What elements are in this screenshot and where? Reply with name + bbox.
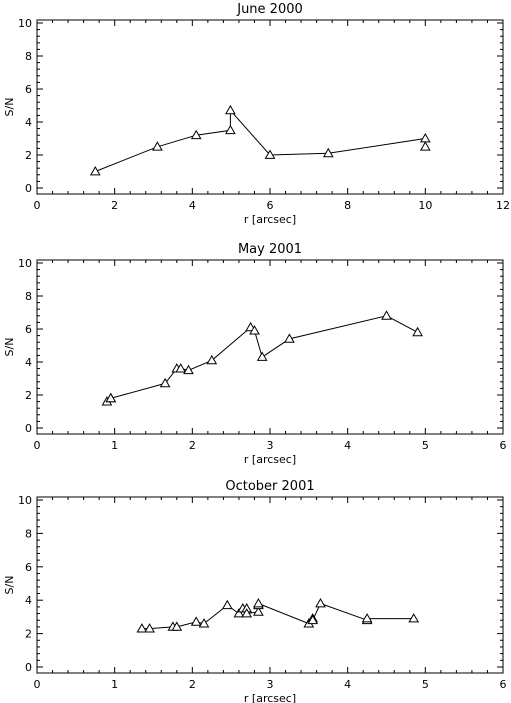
x-tick-label: 6 bbox=[500, 439, 507, 452]
data-point bbox=[408, 613, 420, 623]
data-point bbox=[206, 354, 218, 365]
data-point bbox=[221, 599, 233, 610]
y-tick-label: 6 bbox=[25, 323, 32, 336]
data-point bbox=[105, 392, 117, 403]
data-point bbox=[322, 147, 334, 158]
y-tick-label: 2 bbox=[25, 149, 32, 162]
y-tick-label: 4 bbox=[25, 356, 32, 369]
y-tick-label: 8 bbox=[25, 50, 32, 63]
chart-title: May 2001 bbox=[238, 242, 302, 257]
y-tick-label: 6 bbox=[25, 83, 32, 96]
data-point bbox=[284, 333, 295, 343]
y-tick-label: 0 bbox=[25, 422, 32, 435]
x-tick-label: 0 bbox=[34, 439, 41, 452]
x-tick-label: 2 bbox=[189, 439, 196, 452]
data-point bbox=[171, 621, 183, 631]
chart-title: October 2001 bbox=[225, 479, 314, 494]
y-axis-label: S/N bbox=[3, 576, 16, 595]
x-tick-label: 0 bbox=[34, 678, 41, 691]
data-point bbox=[159, 377, 171, 388]
data-point bbox=[89, 165, 101, 176]
data-point bbox=[412, 326, 423, 337]
y-tick-label: 4 bbox=[25, 594, 32, 607]
series-line bbox=[141, 602, 414, 630]
plot-frame bbox=[36, 496, 504, 674]
x-tick-label: 2 bbox=[111, 199, 118, 212]
x-axis-label: r [arcsec] bbox=[244, 213, 296, 226]
data-point bbox=[183, 364, 194, 375]
x-axis-label: r [arcsec] bbox=[244, 453, 296, 466]
chart-panel-3: October 2001 0 1 2 3 4 5 6 0 2 4 6 8 10 r [arcsec] S/N bbox=[3, 479, 507, 703]
x-tick-label: 5 bbox=[422, 439, 429, 452]
chart-panel-1: June 2000 0 2 4 6 8 10 12 0 2 4 6 8 10 r [arcsec] S/N bbox=[3, 2, 510, 226]
chart-panel-2: May 2001 0 1 2 3 4 5 6 0 2 4 6 8 10 r [arcsec] S/N bbox=[3, 242, 507, 466]
data-point bbox=[136, 623, 148, 633]
plot-frame bbox=[36, 259, 504, 435]
x-tick-label: 1 bbox=[111, 439, 118, 452]
x-tick-label: 1 bbox=[111, 678, 118, 691]
data-point bbox=[225, 104, 236, 115]
data-point bbox=[175, 363, 187, 373]
data-point bbox=[307, 614, 319, 625]
data-point bbox=[419, 141, 431, 151]
y-axis-label: S/N bbox=[3, 338, 16, 357]
y-tick-label: 10 bbox=[18, 17, 32, 30]
y-tick-label: 8 bbox=[25, 527, 32, 540]
x-tick-label: 8 bbox=[344, 199, 351, 212]
data-point bbox=[315, 597, 326, 608]
x-tick-label: 4 bbox=[344, 439, 351, 452]
data-point bbox=[256, 351, 268, 361]
y-tick-label: 10 bbox=[18, 494, 32, 507]
data-point bbox=[419, 132, 431, 143]
x-tick-label: 0 bbox=[34, 199, 41, 212]
data-point bbox=[241, 608, 253, 618]
y-tick-label: 2 bbox=[25, 389, 32, 402]
y-axis-label: S/N bbox=[3, 98, 16, 117]
data-point bbox=[361, 613, 373, 623]
x-tick-label: 6 bbox=[267, 199, 274, 212]
data-point bbox=[264, 149, 276, 159]
chart-title: June 2000 bbox=[236, 2, 303, 17]
y-tick-label: 8 bbox=[25, 290, 32, 303]
y-tick-label: 6 bbox=[25, 561, 32, 574]
x-tick-label: 5 bbox=[422, 678, 429, 691]
x-tick-label: 12 bbox=[496, 199, 510, 212]
y-tick-label: 0 bbox=[25, 661, 32, 674]
y-tick-label: 4 bbox=[25, 116, 32, 129]
x-tick-label: 6 bbox=[500, 678, 507, 691]
x-tick-label: 4 bbox=[344, 678, 351, 691]
data-point bbox=[144, 623, 155, 633]
x-tick-label: 3 bbox=[267, 678, 274, 691]
y-tick-label: 10 bbox=[18, 257, 32, 270]
data-point bbox=[249, 325, 260, 335]
x-tick-label: 10 bbox=[418, 199, 432, 212]
x-tick-label: 2 bbox=[189, 678, 196, 691]
data-point bbox=[190, 616, 202, 626]
y-tick-label: 0 bbox=[25, 182, 32, 195]
plot-frame bbox=[36, 19, 504, 195]
x-axis-label: r [arcsec] bbox=[244, 692, 296, 703]
data-point bbox=[233, 608, 245, 618]
series-line bbox=[95, 109, 426, 172]
data-point bbox=[152, 141, 163, 151]
data-point bbox=[190, 129, 202, 140]
x-tick-label: 3 bbox=[267, 439, 274, 452]
data-point bbox=[253, 606, 264, 616]
x-tick-label: 4 bbox=[189, 199, 196, 212]
y-tick-label: 2 bbox=[25, 628, 32, 641]
data-point bbox=[198, 618, 210, 628]
data-point bbox=[225, 124, 236, 135]
data-point bbox=[253, 597, 264, 608]
data-point bbox=[381, 310, 392, 320]
